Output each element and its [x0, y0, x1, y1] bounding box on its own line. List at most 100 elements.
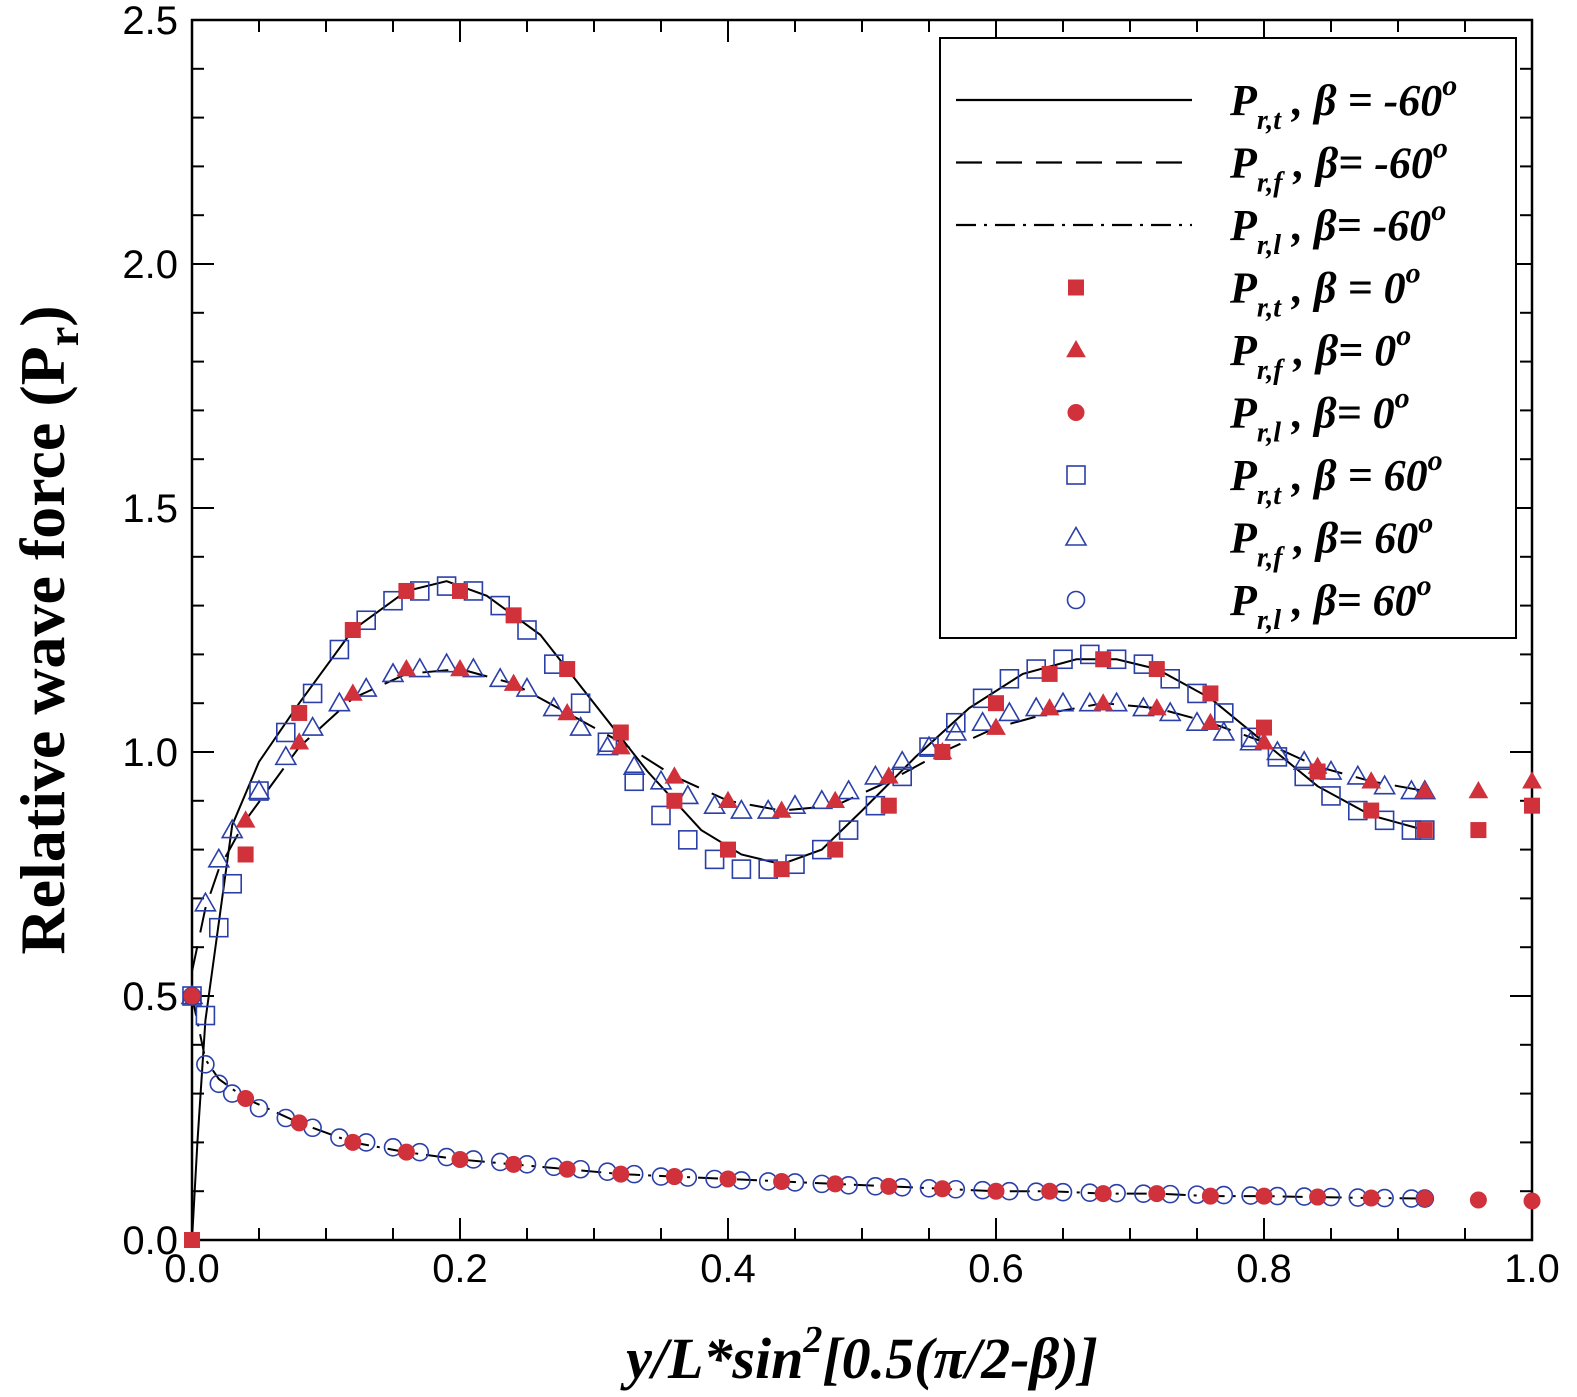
legend-label-part: , β= -60: [1281, 201, 1431, 250]
data-point: [569, 715, 592, 736]
legend-label-part: P: [1229, 389, 1258, 438]
data-point: [1373, 774, 1396, 795]
legend-label-part: , β= 0: [1281, 389, 1395, 438]
x-tick-label: 0.8: [1236, 1247, 1292, 1291]
series-markers-5: [183, 987, 1541, 1210]
legend-label-part: P: [1229, 326, 1258, 375]
data-point: [933, 1180, 951, 1198]
x-axis-title: y/L*sin2[0.5(π/2-β)]: [620, 1319, 1098, 1391]
data-point: [612, 1165, 630, 1183]
legend-marker-swatch: [1066, 465, 1086, 485]
data-point: [451, 1150, 469, 1168]
data-point: [998, 701, 1021, 722]
data-point: [649, 769, 673, 790]
data-point: [275, 722, 296, 743]
data-point: [1105, 691, 1128, 712]
data-point: [1416, 822, 1433, 839]
y-axis-title: Relative wave force (Pr): [7, 305, 88, 954]
series-line-1: [191, 667, 1425, 972]
data-point: [1361, 771, 1382, 789]
data-point: [1470, 822, 1487, 839]
data-point: [1201, 1187, 1219, 1205]
data-point: [838, 820, 859, 840]
data-point: [1414, 781, 1435, 799]
data-point: [810, 789, 834, 810]
legend-entry-6: Pr,t , β = 60o: [1066, 444, 1443, 511]
data-point: [610, 737, 631, 755]
data-point: [1132, 696, 1155, 717]
data-point: [383, 590, 403, 611]
data-point: [488, 667, 512, 688]
legend-label-part: , β= 60: [1283, 514, 1419, 563]
data-point: [302, 683, 323, 704]
data-point: [381, 662, 405, 683]
data-point: [570, 693, 591, 714]
series-line-2: [191, 995, 1425, 1200]
data-point: [1254, 732, 1274, 750]
data-point: [1239, 730, 1262, 751]
data-point: [597, 732, 618, 753]
data-point: [596, 735, 619, 756]
data-point: [664, 766, 685, 784]
data-point: [247, 779, 271, 800]
data-point: [1523, 1192, 1541, 1210]
data-point: [1078, 691, 1102, 712]
data-point: [1469, 1191, 1487, 1209]
legend-label-part: P: [1229, 201, 1258, 250]
legend-marker-swatch: [1064, 525, 1088, 546]
y-title-sub: r: [39, 327, 88, 347]
data-point: [503, 673, 524, 691]
x-tick-label: 1.0: [1504, 1247, 1560, 1291]
x-title-sup: 2: [802, 1319, 822, 1361]
data-point: [1053, 649, 1073, 670]
legend-entry-0: Pr,t , β = -60o: [956, 69, 1457, 136]
data-point: [704, 849, 725, 870]
series-markers-4: [235, 659, 1542, 828]
legend-label-part: r,t: [1257, 293, 1282, 324]
data-point: [1255, 1187, 1273, 1205]
data-point: [1095, 651, 1112, 668]
data-point: [1200, 712, 1221, 730]
data-point: [220, 818, 244, 839]
data-point: [917, 735, 941, 756]
data-point: [408, 657, 432, 678]
legend-label-part: o: [1431, 194, 1446, 227]
data-point: [1266, 740, 1289, 761]
data-point: [435, 652, 458, 673]
legend-label-part: P: [1229, 451, 1258, 500]
data-point: [825, 790, 846, 809]
y-tick-label: 1.5: [122, 487, 178, 531]
legend-label-part: o: [1417, 569, 1432, 602]
data-point: [183, 987, 201, 1005]
legend-label-part: , β = 0: [1281, 264, 1406, 313]
data-point: [986, 717, 1006, 735]
data-point: [1346, 764, 1370, 785]
x-title-part-1: y/L*sin: [620, 1326, 803, 1391]
x-axis: 0.0 0.2 0.4 0.6 0.8 1.0: [164, 20, 1560, 1291]
data-point: [880, 1177, 898, 1195]
data-point: [827, 841, 844, 858]
y-tick-label: 1.0: [122, 731, 178, 775]
legend-label: Pr,f , β= 0o: [1229, 319, 1411, 386]
data-point: [1158, 701, 1182, 722]
data-point: [1185, 711, 1209, 732]
legend-label-part: o: [1433, 132, 1448, 165]
data-point: [558, 1160, 576, 1178]
legend-label-part: r,t: [1257, 105, 1282, 136]
data-point: [1416, 1190, 1434, 1208]
data-point: [184, 1232, 200, 1248]
data-point: [1051, 691, 1075, 712]
data-point: [1041, 1182, 1059, 1200]
y-tick-label: 2.5: [122, 0, 178, 43]
data-point: [651, 805, 671, 826]
data-point: [450, 659, 470, 677]
data-point: [1202, 685, 1219, 702]
data-point: [505, 1155, 523, 1173]
data-point: [194, 891, 217, 912]
legend-label: Pr,t , β = 0o: [1229, 257, 1421, 324]
data-point: [356, 610, 377, 631]
data-point: [289, 732, 310, 750]
data-point: [1292, 750, 1316, 771]
